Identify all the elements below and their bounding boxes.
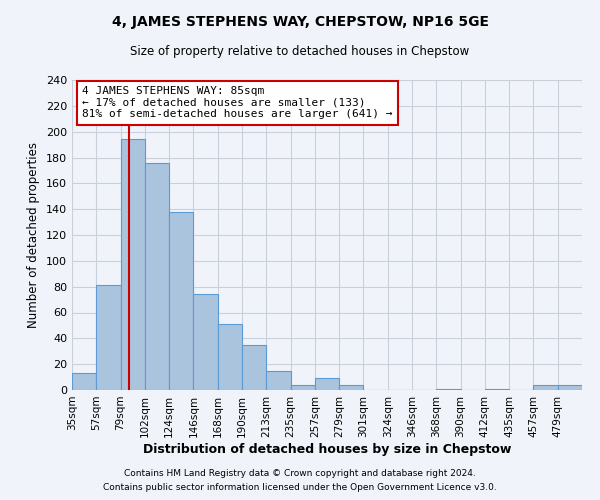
Bar: [218, 324, 242, 390]
Bar: [485, 388, 509, 390]
Bar: [242, 345, 266, 390]
Text: Contains public sector information licensed under the Open Government Licence v3: Contains public sector information licen…: [103, 484, 497, 492]
X-axis label: Distribution of detached houses by size in Chepstow: Distribution of detached houses by size …: [143, 442, 511, 456]
Y-axis label: Number of detached properties: Number of detached properties: [28, 142, 40, 328]
Bar: [145, 162, 169, 390]
Text: Contains HM Land Registry data © Crown copyright and database right 2024.: Contains HM Land Registry data © Crown c…: [124, 468, 476, 477]
Bar: [533, 385, 558, 390]
Bar: [121, 140, 145, 390]
Bar: [315, 378, 339, 390]
Bar: [290, 385, 315, 390]
Bar: [169, 212, 193, 390]
Bar: [339, 385, 364, 390]
Text: Size of property relative to detached houses in Chepstow: Size of property relative to detached ho…: [130, 45, 470, 58]
Bar: [96, 286, 121, 390]
Bar: [266, 370, 290, 390]
Bar: [436, 388, 461, 390]
Text: 4 JAMES STEPHENS WAY: 85sqm
← 17% of detached houses are smaller (133)
81% of se: 4 JAMES STEPHENS WAY: 85sqm ← 17% of det…: [82, 86, 392, 120]
Text: 4, JAMES STEPHENS WAY, CHEPSTOW, NP16 5GE: 4, JAMES STEPHENS WAY, CHEPSTOW, NP16 5G…: [112, 15, 488, 29]
Bar: [193, 294, 218, 390]
Bar: [558, 385, 582, 390]
Bar: [72, 373, 96, 390]
